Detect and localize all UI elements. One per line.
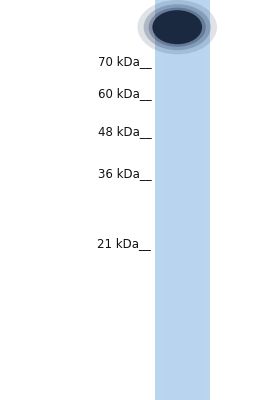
Text: 60 kDa__: 60 kDa__: [97, 88, 151, 100]
Text: 70 kDa__: 70 kDa__: [97, 56, 151, 68]
Text: 36 kDa__: 36 kDa__: [97, 168, 151, 180]
Ellipse shape: [152, 10, 201, 44]
Ellipse shape: [137, 0, 216, 54]
Ellipse shape: [143, 4, 210, 50]
Ellipse shape: [148, 8, 205, 47]
Text: 48 kDa__: 48 kDa__: [97, 126, 151, 138]
Text: 21 kDa__: 21 kDa__: [97, 238, 151, 250]
